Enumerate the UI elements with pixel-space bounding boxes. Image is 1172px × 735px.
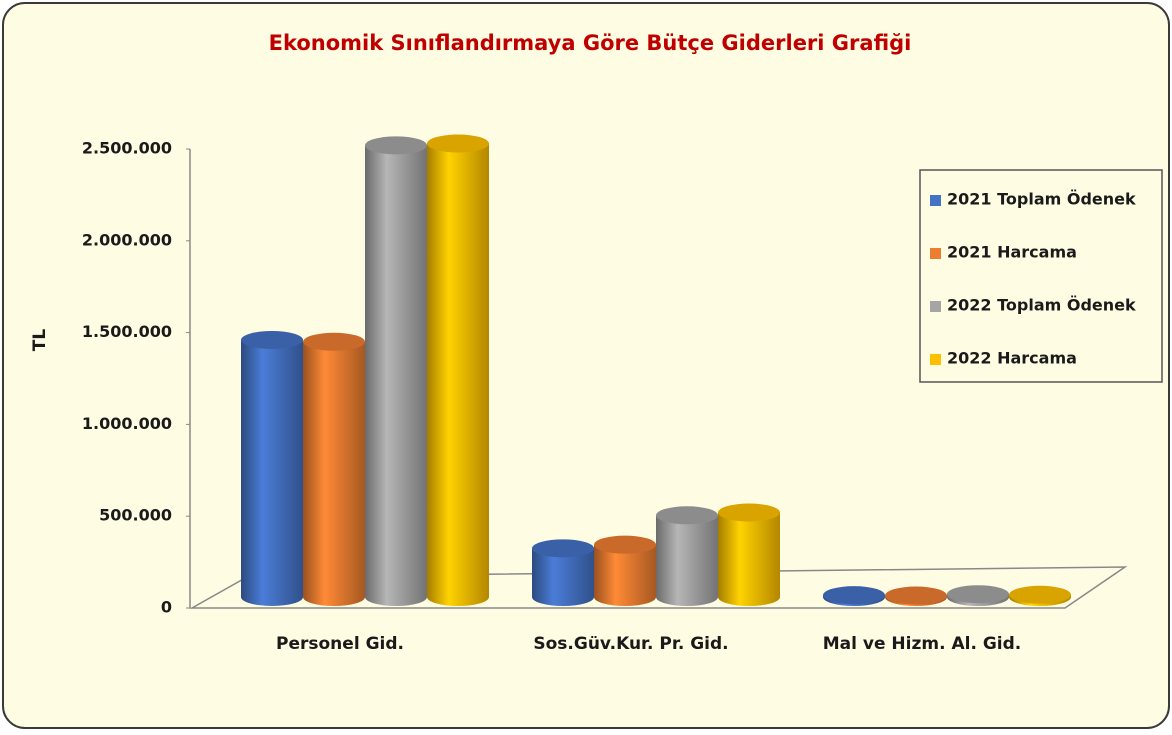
chart-title: Ekonomik Sınıflandırmaya Göre Bütçe Gide… [269, 31, 912, 55]
bar-top [532, 539, 594, 558]
y-tick-label: 2.500.000 [82, 139, 172, 158]
legend-box [919, 169, 1163, 383]
legend-swatch [930, 301, 941, 312]
y-axis-label: TL [30, 329, 50, 352]
legend-label: 2021 Toplam Ödenek [947, 190, 1136, 209]
bar-top [365, 136, 427, 155]
legend-swatch [930, 195, 941, 206]
bar-top [947, 585, 1009, 604]
bar-top [823, 586, 885, 605]
y-tick-label: 2.000.000 [82, 230, 172, 249]
bar-top [885, 586, 947, 605]
bar-body [532, 548, 594, 606]
bar-body [241, 339, 303, 606]
bar-top [303, 332, 365, 351]
x-tick-label: Personel Gid. [276, 634, 404, 654]
bar-body [718, 512, 780, 606]
bar-top [1009, 585, 1071, 604]
bar-top [241, 330, 303, 349]
bar-body [656, 515, 718, 606]
legend-label: 2022 Toplam Ödenek [947, 296, 1136, 315]
bar-body [427, 143, 489, 606]
legend-swatch [930, 354, 941, 365]
x-tick-label: Sos.Güv.Kur. Pr. Gid. [533, 634, 728, 654]
y-tick-label: 1.000.000 [82, 414, 172, 433]
legend-label: 2022 Harcama [947, 349, 1077, 368]
y-tick-label: 1.500.000 [82, 322, 172, 341]
bar-body [594, 544, 656, 606]
bar-top [656, 506, 718, 525]
y-tick-label: 0 [161, 598, 172, 617]
bar-body [365, 145, 427, 606]
y-tick-label: 500.000 [99, 506, 172, 525]
legend-label: 2021 Harcama [947, 243, 1077, 262]
legend-swatch [930, 248, 941, 259]
bar-body [303, 341, 365, 606]
x-tick-label: Mal ve Hizm. Al. Gid. [823, 634, 1021, 654]
bar-top [427, 134, 489, 153]
bar-top [594, 535, 656, 554]
bar-top [718, 503, 780, 522]
